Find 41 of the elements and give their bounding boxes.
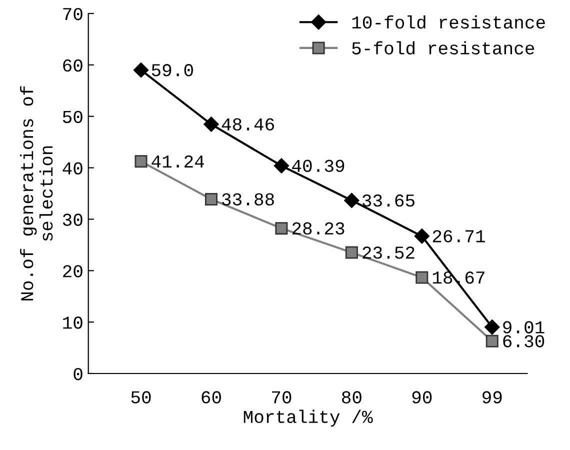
point: [275, 222, 288, 235]
y-tick-label: 20: [63, 265, 82, 278]
point: [204, 193, 218, 206]
data-label: 6.30: [503, 335, 544, 348]
y-tick-label: 70: [63, 8, 82, 20]
point: [416, 271, 428, 284]
data-label: 23.52: [362, 246, 414, 259]
x-tick-label: 70: [272, 391, 292, 404]
data-label: 40.39: [292, 160, 344, 172]
y-axis-title: No.of generations of selection: [20, 86, 53, 300]
y-tick-label: 50: [62, 110, 82, 124]
data-label: 48.46: [222, 118, 274, 131]
point: [204, 116, 219, 132]
y-tick-label: 0: [74, 368, 82, 380]
data-label: 9.01: [503, 321, 544, 334]
x-tick-label: 50: [131, 391, 151, 404]
point: [484, 320, 500, 335]
y-tick-label: 60: [63, 59, 82, 72]
point: [134, 155, 148, 168]
point: [133, 62, 149, 78]
x-tick-label: 60: [202, 391, 221, 404]
data-label: 59.0: [152, 64, 193, 76]
data-label: 41.24: [152, 155, 204, 168]
x-tick-label: 90: [412, 391, 432, 404]
y-tick-label: 40: [62, 162, 82, 175]
point: [345, 246, 358, 259]
data-label: 33.65: [362, 194, 414, 207]
point: [344, 192, 360, 208]
data-label: 33.88: [222, 193, 274, 206]
x-axis-title: Mortality /%: [244, 410, 373, 427]
x-tick-label: 80: [342, 391, 362, 404]
legend-label: 5-fold resistance: [352, 41, 534, 55]
point: [486, 334, 498, 348]
data-label: 26.71: [432, 230, 485, 242]
point: [274, 158, 290, 174]
x-tick-label: 99: [482, 391, 502, 404]
point: [414, 228, 430, 244]
y-tick-label: 10: [63, 316, 82, 329]
y-tick-label: 30: [62, 214, 82, 226]
data-label: 28.23: [292, 222, 344, 235]
legend-label: 10-fold resistance: [352, 15, 545, 29]
